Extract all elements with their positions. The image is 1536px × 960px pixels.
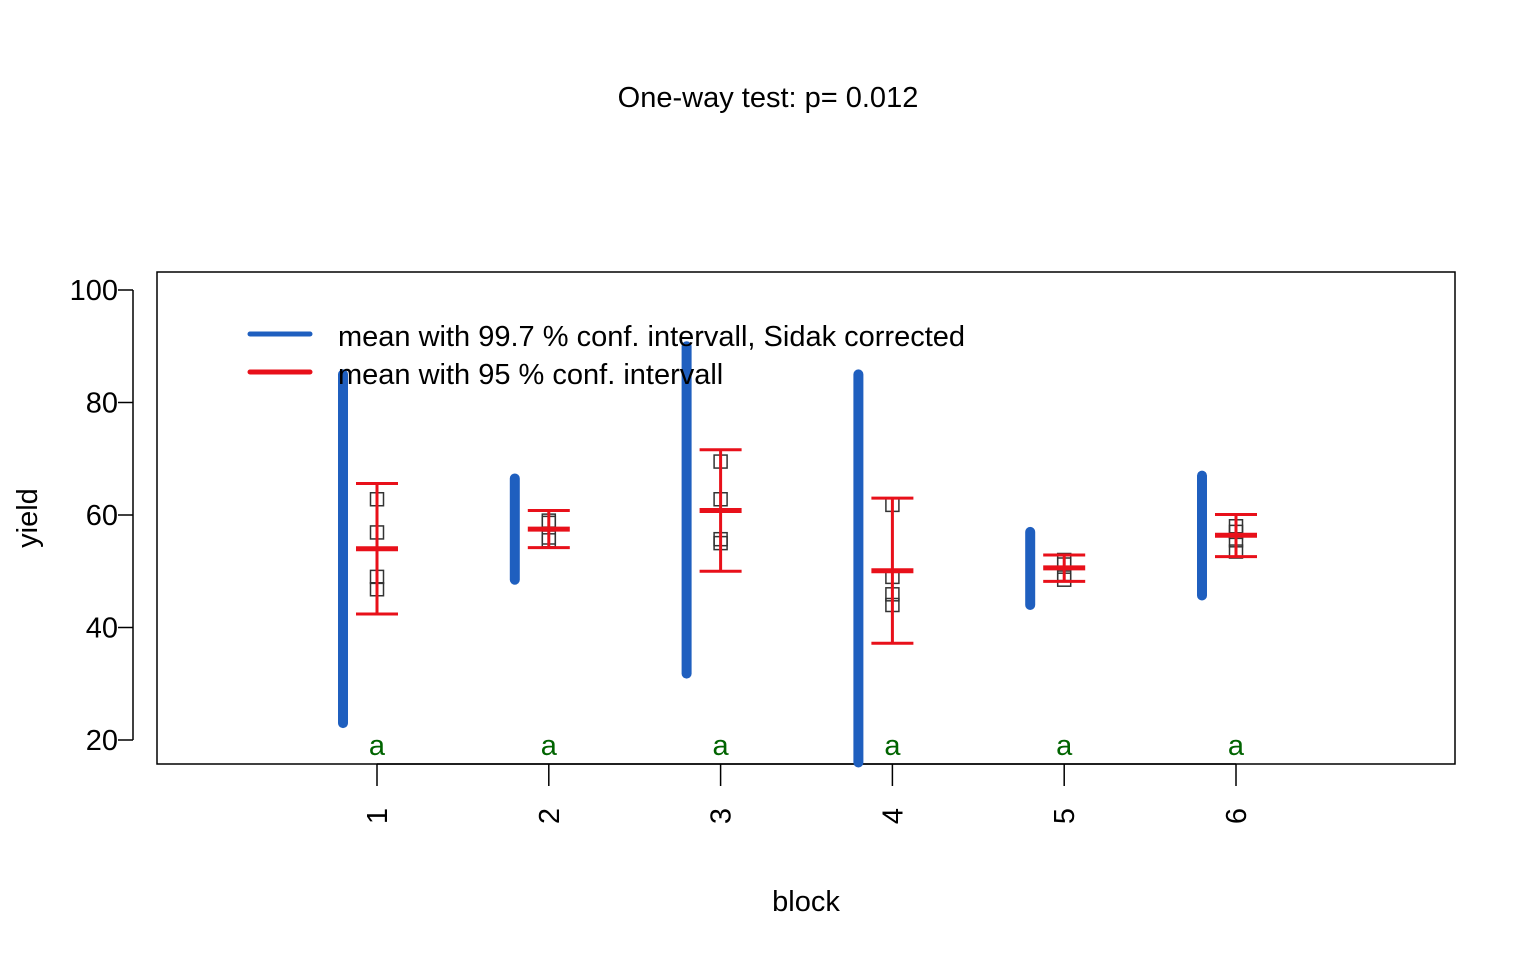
legend-label: mean with 95 % conf. intervall	[338, 359, 723, 391]
y-tick-label: 60	[86, 500, 118, 532]
x-axis-label: block	[772, 886, 840, 918]
x-tick-label: 2	[534, 808, 566, 824]
legend: mean with 99.7 % conf. intervall, Sidak …	[247, 321, 965, 391]
group-letter: a	[1228, 730, 1245, 762]
legend-label: mean with 99.7 % conf. intervall, Sidak …	[338, 321, 965, 353]
x-tick-label: 6	[1221, 808, 1253, 824]
group-letter: a	[369, 730, 386, 762]
x-tick-label: 3	[706, 808, 738, 824]
group-letter: a	[713, 730, 730, 762]
chart-title: One-way test: p= 0.012	[618, 82, 919, 114]
x-tick-label: 5	[1049, 808, 1081, 824]
x-axis: 1 2 3 4 5 6	[362, 763, 1253, 824]
y-axis-label: yield	[12, 488, 44, 548]
y-tick-label: 80	[86, 388, 118, 420]
y-tick-label: 100	[70, 275, 118, 307]
y-tick-label: 20	[86, 725, 118, 757]
y-tick-label: 40	[86, 613, 118, 645]
group-letter: a	[1056, 730, 1073, 762]
x-tick-label: 1	[362, 808, 394, 824]
group-letter: a	[541, 730, 558, 762]
y-axis: 20 40 60 80 100	[70, 275, 134, 757]
x-tick-label: 4	[877, 808, 909, 824]
group-letter: a	[884, 730, 901, 762]
